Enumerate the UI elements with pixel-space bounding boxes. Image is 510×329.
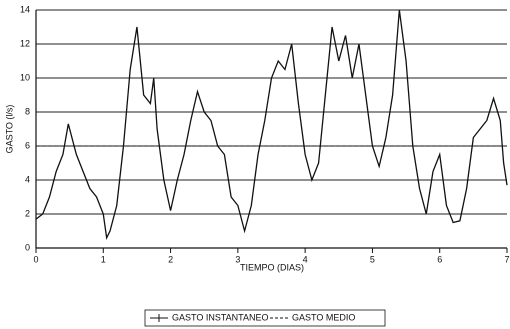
y-tick-label: 4 <box>25 174 30 184</box>
y-tick-label: 0 <box>25 242 30 252</box>
y-tick-label: 14 <box>20 4 30 14</box>
y-tick-label: 10 <box>20 72 30 82</box>
x-tick-label: 1 <box>101 254 106 264</box>
x-tick-label: 3 <box>235 254 240 264</box>
series-line <box>35 9 508 240</box>
x-tick-label: 2 <box>168 254 173 264</box>
y-tick-label: 2 <box>25 208 30 218</box>
y-tick-label: 8 <box>25 106 30 116</box>
y-axis-label: GASTO (l/s) <box>4 105 14 154</box>
x-tick-label: 4 <box>303 254 308 264</box>
x-tick-label: 0 <box>33 254 38 264</box>
y-tick-label: 6 <box>25 140 30 150</box>
legend-label: GASTO MEDIO <box>292 312 355 322</box>
legend-label: GASTO INSTANTANEO <box>172 312 269 322</box>
x-tick-label: 6 <box>437 254 442 264</box>
y-tick-label: 12 <box>20 38 30 48</box>
x-axis-label: TIEMPO (DIAS) <box>240 262 304 272</box>
x-tick-label: 5 <box>370 254 375 264</box>
x-tick-label: 7 <box>504 254 509 264</box>
legend-box <box>144 309 386 327</box>
